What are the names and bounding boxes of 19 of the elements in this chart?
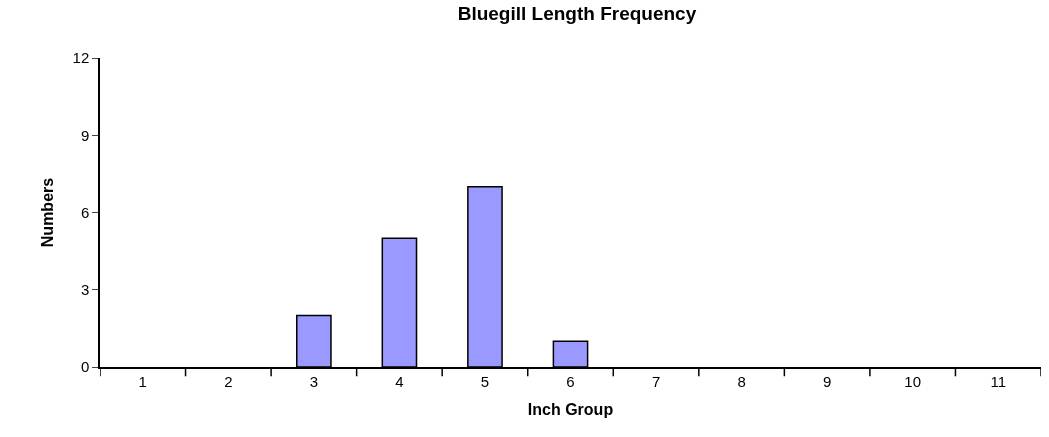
chart-title: Bluegill Length Frequency xyxy=(457,2,697,24)
x-tick-label: 8 xyxy=(737,372,746,390)
x-tick-label: 10 xyxy=(904,372,922,390)
x-tick-label: 11 xyxy=(990,372,1007,390)
x-tick-label: 5 xyxy=(480,372,490,390)
x-tick-label: 2 xyxy=(224,372,233,390)
y-tick-label: 6 xyxy=(80,203,90,221)
y-tick-label: 3 xyxy=(80,281,90,298)
y-tick-label: 9 xyxy=(80,126,90,144)
x-tick-label: 7 xyxy=(651,372,661,390)
x-tick-label: 1 xyxy=(138,372,147,390)
x-tick-label: 6 xyxy=(566,372,575,390)
x-tick-label: 4 xyxy=(395,372,404,390)
x-tick-label: 9 xyxy=(822,372,832,390)
x-tick-label: 3 xyxy=(309,372,319,390)
y-tick-label: 12 xyxy=(72,49,90,67)
y-axis-title: Numbers xyxy=(38,177,56,248)
x-axis-title: Inch Group xyxy=(527,400,614,418)
y-tick-label: 0 xyxy=(80,358,90,376)
